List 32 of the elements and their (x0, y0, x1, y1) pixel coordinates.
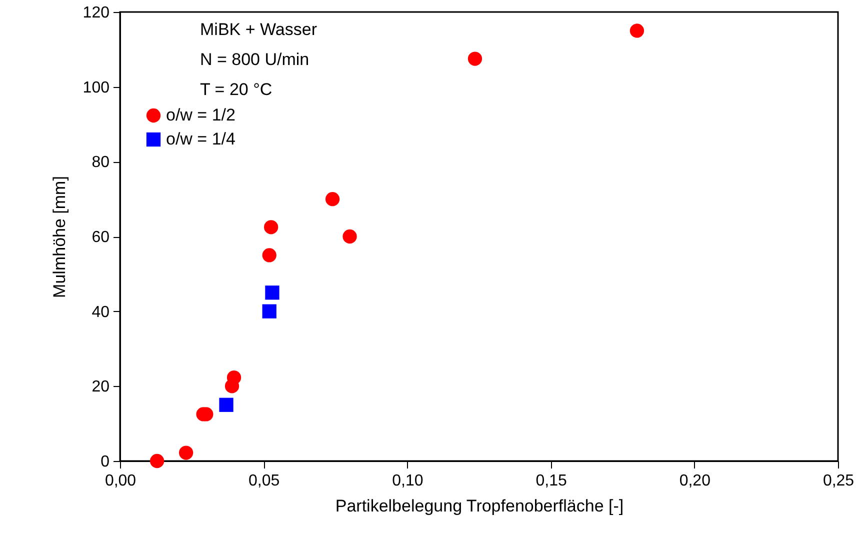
y-tick-label: 80 (92, 154, 110, 172)
point (150, 454, 164, 468)
point (219, 398, 234, 412)
point (342, 229, 357, 244)
point (262, 304, 276, 318)
point (630, 24, 644, 38)
point (178, 446, 194, 460)
x-tick-label: 0,00 (104, 472, 136, 490)
point (325, 192, 340, 206)
legend-label: o/w = 1/4 (166, 130, 236, 148)
x-tick-label: 0,15 (536, 472, 567, 490)
x-tick-label: 0,25 (822, 472, 854, 490)
point (226, 370, 242, 385)
x-axis-title: Partikelbelegung Tropfenoberfläche [-] (335, 496, 624, 516)
annotation: N = 800 U/min (200, 50, 310, 69)
y-tick-label: 0 (100, 454, 110, 470)
x-tick-label: 0,10 (392, 472, 424, 490)
annotation: MiBK + Wasser (200, 20, 318, 39)
annotation: T = 20 °C (200, 80, 272, 99)
y-tick-label: 100 (82, 79, 110, 96)
x-tick-label: 0,05 (248, 472, 280, 490)
y-tick-label: 60 (92, 229, 110, 246)
point (262, 248, 276, 262)
point (468, 52, 482, 66)
point (264, 220, 278, 234)
y-tick-label: 20 (92, 378, 110, 396)
point (265, 286, 280, 300)
y-axis-title: Mulmhöhe [mm] (50, 176, 69, 298)
y-tick-label: 40 (92, 304, 110, 321)
legend-label: o/w = 1/2 (166, 106, 236, 124)
y-tick-label: 120 (82, 4, 110, 22)
x-tick-label: 0,20 (679, 472, 711, 490)
